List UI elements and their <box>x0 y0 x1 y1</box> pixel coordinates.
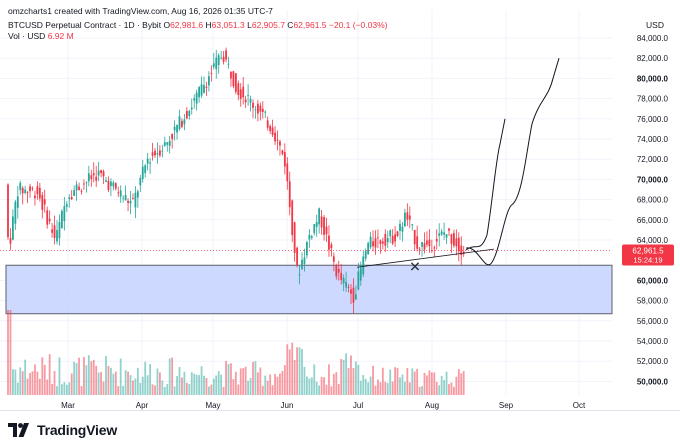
ohlc-value-o: 62,981.6 <box>170 20 206 30</box>
tradingview-logo[interactable]: TradingView <box>8 422 117 438</box>
price-tick-label: 68,000.0 <box>637 196 669 205</box>
trendline[interactable] <box>356 248 495 268</box>
time-tick-label: Sep <box>499 401 514 410</box>
ohlc-values: O62,981.6 H63,051.3 L62,905.7 C62,961.5 <box>163 20 328 30</box>
x-marker[interactable]: ✕ <box>409 259 421 275</box>
price-tick-label: 56,000.0 <box>637 317 669 326</box>
time-tick-label: Oct <box>573 401 586 410</box>
price-tick-label: 52,000.0 <box>637 357 669 366</box>
price-tick-label: 70,000.0 <box>637 175 669 184</box>
time-tick-label: Aug <box>425 401 439 410</box>
ohlc-key-c: C <box>287 20 294 30</box>
ohlc-value-l: 62,905.7 <box>251 20 288 30</box>
zone-rect[interactable] <box>5 264 613 315</box>
price-tick-label: 58,000.0 <box>637 297 669 306</box>
chart-credit: omzcharts1 created with TradingView.com,… <box>8 6 273 16</box>
brand-name: TradingView <box>37 422 118 438</box>
ohlc-key-l: L <box>247 20 252 30</box>
price-tick-label: 80,000.0 <box>637 74 669 83</box>
price-change: −20.1 (−0.03%) <box>328 20 388 30</box>
price-tick-label: 76,000.0 <box>637 115 669 124</box>
time-axis[interactable]: Mar Apr May Jun Jul Aug Sep Oct <box>61 401 586 410</box>
support-zone[interactable] <box>5 264 613 315</box>
price-tick-label: 54,000.0 <box>637 337 669 346</box>
price-tick-label: 82,000.0 <box>637 54 669 63</box>
time-tick-label: Mar <box>61 401 75 410</box>
price-tick-label: 66,000.0 <box>637 216 669 225</box>
ohlc-key-h: H <box>205 20 212 30</box>
time-tick-label: Apr <box>136 401 149 410</box>
price-tick-label: 64,000.0 <box>637 236 669 245</box>
symbol-title: BTCUSD Perpetual Contract · 1D · Bybit <box>8 20 162 30</box>
volume-value: 6.92 M <box>47 31 74 41</box>
symbol-legend[interactable]: BTCUSD Perpetual Contract · 1D · Bybit O… <box>8 20 388 30</box>
price-tick-label: 50,000.0 <box>637 377 669 386</box>
price-tick-label: 72,000.0 <box>637 155 669 164</box>
price-tick-label: 78,000.0 <box>637 95 669 104</box>
price-tag-value: 62,961.5 <box>632 246 664 255</box>
price-tag-countdown: 15:24:19 <box>633 255 662 264</box>
time-tick-label: May <box>205 401 220 410</box>
ohlc-key-o: O <box>163 20 171 30</box>
ohlc-value-h: 63,051.3 <box>211 20 248 30</box>
price-tick-label: 84,000.0 <box>637 34 669 43</box>
time-tick-label: Jul <box>353 401 363 410</box>
chart-canvas[interactable]: ✕ 84,000.0 82,000.0 80,000.0 78,000.0 76,000… <box>0 0 680 410</box>
grid <box>0 10 612 395</box>
currency-label[interactable]: USD <box>646 20 664 30</box>
volume-label: Vol · USD <box>8 31 46 41</box>
footer: TradingView <box>0 410 680 446</box>
current-price-tag[interactable]: 62,961.515:24:19 <box>622 244 674 266</box>
price-tick-label: 74,000.0 <box>637 135 669 144</box>
tradingview-logo-icon <box>8 423 29 437</box>
ohlc-value-c: 62,961.5 <box>293 20 329 30</box>
price-axis[interactable]: 84,000.0 82,000.0 80,000.0 78,000.0 76,000.0… <box>622 34 674 386</box>
volume-legend[interactable]: Vol · USD 6.92 M <box>8 31 74 41</box>
projection-path-1[interactable] <box>465 118 506 251</box>
candles <box>7 47 465 314</box>
drawings[interactable]: ✕ <box>0 58 612 275</box>
price-tick-label: 60,000.0 <box>637 276 669 285</box>
volume-bars <box>7 310 465 395</box>
projection-path-2[interactable] <box>465 58 560 266</box>
time-tick-label: Jun <box>281 401 294 410</box>
